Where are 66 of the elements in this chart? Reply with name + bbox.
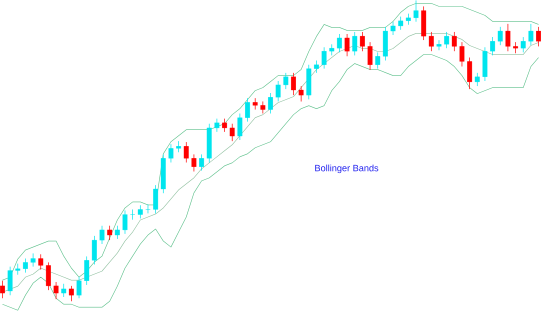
candlestick <box>199 154 204 172</box>
candlestick <box>322 47 327 70</box>
candlestick <box>245 98 250 122</box>
candlestick <box>230 124 235 142</box>
candlestick <box>168 144 174 164</box>
candlestick <box>30 253 36 268</box>
candlestick <box>460 42 464 68</box>
candlestick <box>536 26 541 47</box>
candlestick <box>375 52 380 70</box>
candlestick <box>54 282 59 300</box>
candlestick <box>452 32 457 52</box>
candlestick <box>520 36 526 53</box>
candlestick <box>329 44 334 56</box>
candlestick <box>490 36 496 56</box>
candlestick <box>406 13 411 26</box>
candlestick <box>436 40 442 51</box>
candlestick <box>428 32 434 52</box>
candlestick <box>46 262 51 291</box>
candlestick <box>368 42 373 70</box>
candlestick <box>474 72 480 87</box>
candlestick <box>68 286 74 302</box>
candlestick <box>352 32 358 56</box>
candlestick <box>214 118 220 132</box>
candlestick <box>122 210 128 234</box>
candlestick <box>505 24 510 52</box>
candlestick <box>291 72 296 96</box>
candlestick <box>76 276 82 299</box>
candlestick <box>15 263 20 276</box>
annotation: Bollinger Bands <box>315 164 378 174</box>
candlestick <box>61 284 66 298</box>
candlestick <box>184 142 189 164</box>
candlestick <box>153 184 158 214</box>
candlestick <box>260 101 266 114</box>
candlestick <box>444 32 450 49</box>
candlestick <box>498 26 503 46</box>
candlestick <box>398 16 404 30</box>
candlestick <box>467 57 472 90</box>
candlestick <box>92 236 97 266</box>
candlestick <box>8 266 13 296</box>
candlestick <box>138 205 143 220</box>
candlestick <box>146 204 150 214</box>
candlestick <box>107 226 112 241</box>
candlestick <box>191 154 196 172</box>
candlestick <box>314 60 319 74</box>
candlestick <box>114 226 120 240</box>
candlestick <box>283 72 288 90</box>
candlestick <box>513 42 518 54</box>
candlestick <box>344 34 350 57</box>
candlestick <box>222 118 228 132</box>
candlestick <box>276 80 281 102</box>
candlestick <box>22 258 28 274</box>
candlestick <box>528 24 534 46</box>
candlestick <box>336 34 342 53</box>
candlestick <box>130 209 136 220</box>
candlestick <box>414 0 418 22</box>
candlestick <box>360 32 365 52</box>
candlestick <box>0 280 5 299</box>
candlestick <box>84 256 90 286</box>
candlestick <box>390 22 396 36</box>
candlestick <box>298 86 304 102</box>
candlestick <box>252 98 258 110</box>
candlestick <box>237 113 242 141</box>
candlestick <box>176 141 182 153</box>
candlestick <box>38 254 44 270</box>
candlestick <box>100 226 104 245</box>
candlestick <box>268 92 273 114</box>
